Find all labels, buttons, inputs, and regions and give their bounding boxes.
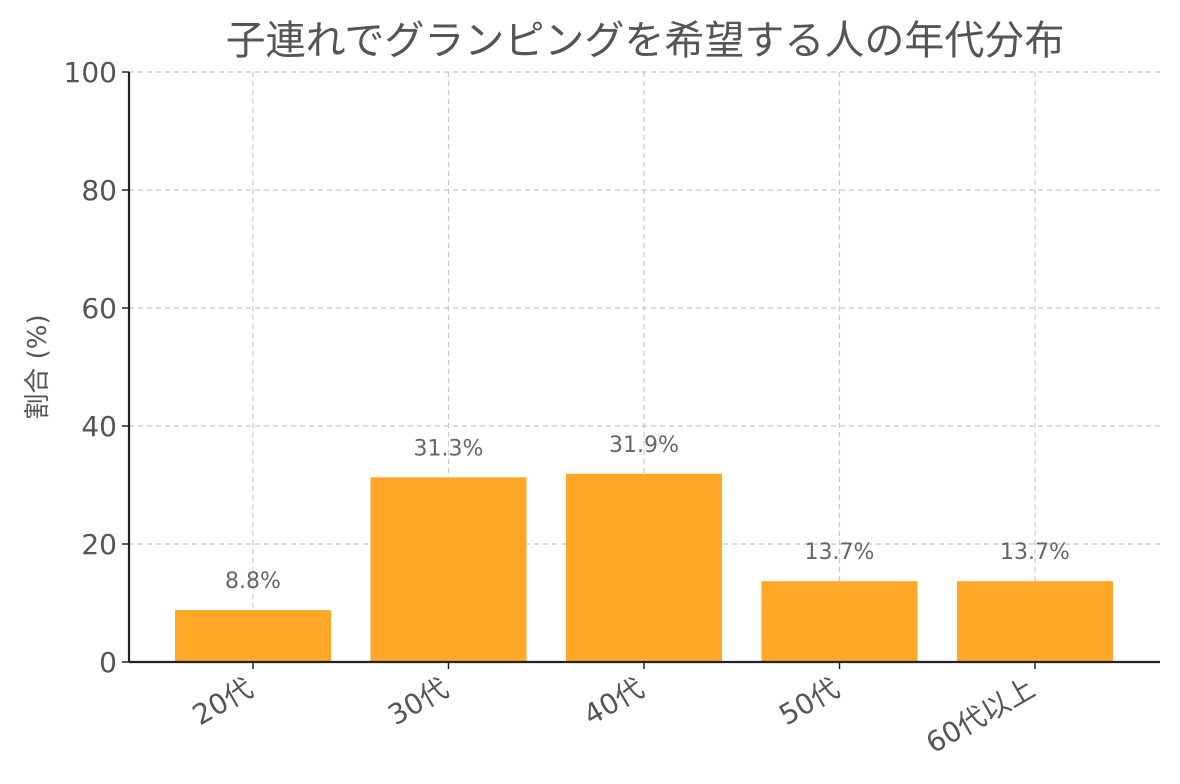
y-axis-label: 割合 (%)	[23, 314, 53, 419]
x-tick-label: 60代以上	[920, 671, 1040, 759]
x-tick-label: 30代	[382, 671, 454, 731]
bar-5	[957, 581, 1113, 662]
bars	[175, 473, 1113, 662]
bar-2	[370, 477, 527, 662]
x-tick-label: 20代	[187, 671, 259, 731]
axes	[122, 71, 1160, 669]
bar-4	[761, 581, 918, 662]
y-tick-label: 0	[99, 646, 117, 679]
y-tick-label: 40	[81, 410, 117, 443]
data-label: 13.7%	[805, 540, 875, 565]
chart-title: 子連れでグランピングを希望する人の年代分布	[226, 18, 1065, 64]
x-tick-label: 40代	[578, 671, 650, 731]
grid	[129, 71, 1160, 662]
y-tick-label: 20	[81, 528, 117, 561]
data-label: 31.3%	[414, 436, 484, 461]
data-label: 8.8%	[225, 569, 281, 594]
bar-3	[566, 473, 722, 662]
bar-1	[175, 610, 331, 662]
data-label: 13.7%	[1000, 540, 1070, 565]
y-tick-label: 60	[81, 292, 117, 325]
y-tick-label: 100	[64, 56, 117, 89]
data-label: 31.9%	[609, 433, 679, 458]
x-tick-label: 50代	[773, 671, 845, 731]
y-tick-label: 80	[81, 174, 117, 207]
